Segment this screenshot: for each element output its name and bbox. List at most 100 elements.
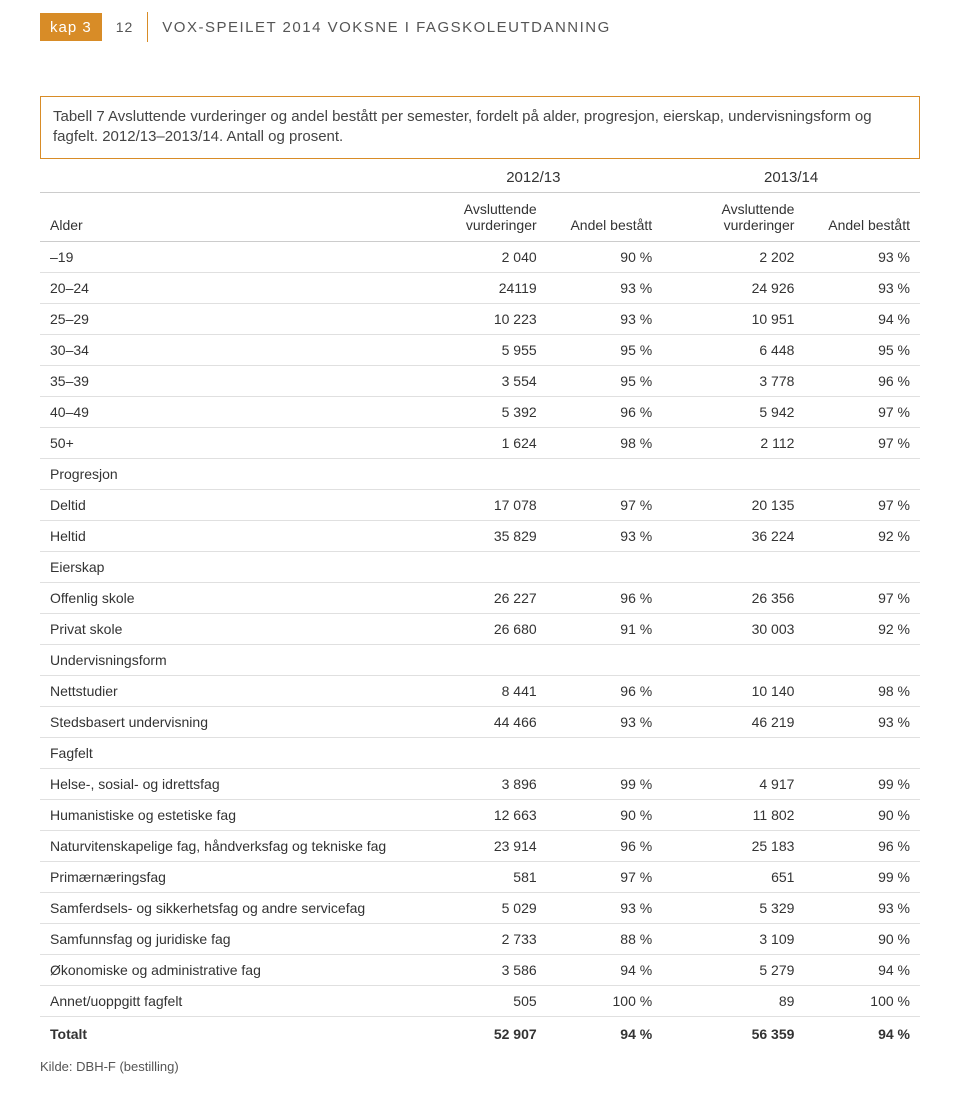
cell: 30 003 bbox=[662, 613, 804, 644]
cell: 96 % bbox=[547, 582, 663, 613]
cell: 95 % bbox=[804, 334, 920, 365]
cell: 3 778 bbox=[662, 365, 804, 396]
cell-empty bbox=[547, 551, 663, 582]
table-row: Eierskap bbox=[40, 551, 920, 582]
table-row: Undervisningsform bbox=[40, 644, 920, 675]
table-row: 50+1 62498 %2 11297 % bbox=[40, 427, 920, 458]
cell: 96 % bbox=[547, 396, 663, 427]
cell: 25 183 bbox=[662, 830, 804, 861]
page: kap 3 12 VOX-SPEILET 2014 VOKSNE I FAGSK… bbox=[0, 0, 960, 1114]
row-label: Samferdsels- og sikkerhetsfag og andre s… bbox=[40, 892, 404, 923]
cell: 581 bbox=[404, 861, 546, 892]
cell: 98 % bbox=[804, 675, 920, 706]
cell: 100 % bbox=[547, 985, 663, 1016]
cell-empty bbox=[804, 644, 920, 675]
cell: 505 bbox=[404, 985, 546, 1016]
cell: 97 % bbox=[804, 489, 920, 520]
row-label: 50+ bbox=[40, 427, 404, 458]
table-row: 25–2910 22393 %10 95194 % bbox=[40, 303, 920, 334]
cell: 94 % bbox=[547, 954, 663, 985]
table-row: Humanistiske og estetiske fag12 66390 %1… bbox=[40, 799, 920, 830]
row-label: 25–29 bbox=[40, 303, 404, 334]
table-subhead-row: Alder Avsluttende vurderinger Andel best… bbox=[40, 192, 920, 241]
cell-empty bbox=[804, 458, 920, 489]
cell: 95 % bbox=[547, 334, 663, 365]
table-row: Fagfelt bbox=[40, 737, 920, 768]
cell: 2 733 bbox=[404, 923, 546, 954]
table-caption: Tabell 7 Avsluttende vurderinger og ande… bbox=[40, 96, 920, 159]
cell: 56 359 bbox=[662, 1016, 804, 1051]
row-label: Nettstudier bbox=[40, 675, 404, 706]
row-label: Progresjon bbox=[40, 458, 404, 489]
row-label-header: Alder bbox=[40, 192, 404, 241]
cell: 10 140 bbox=[662, 675, 804, 706]
cell-empty bbox=[662, 737, 804, 768]
cell: 8 441 bbox=[404, 675, 546, 706]
cell: 5 942 bbox=[662, 396, 804, 427]
table-row: 30–345 95595 %6 44895 % bbox=[40, 334, 920, 365]
cell: 10 223 bbox=[404, 303, 546, 334]
cell-empty bbox=[662, 644, 804, 675]
table-row: Privat skole26 68091 %30 00392 % bbox=[40, 613, 920, 644]
cell: 99 % bbox=[547, 768, 663, 799]
cell: 93 % bbox=[547, 892, 663, 923]
cell: 12 663 bbox=[404, 799, 546, 830]
row-label: Samfunnsfag og juridiske fag bbox=[40, 923, 404, 954]
cell-empty bbox=[404, 644, 546, 675]
subhead-3: Avsluttende vurderinger bbox=[662, 192, 804, 241]
row-label: 20–24 bbox=[40, 272, 404, 303]
row-label: Fagfelt bbox=[40, 737, 404, 768]
cell: 93 % bbox=[804, 272, 920, 303]
row-label: Stedsbasert undervisning bbox=[40, 706, 404, 737]
cell: 5 955 bbox=[404, 334, 546, 365]
cell: 89 bbox=[662, 985, 804, 1016]
cell: 5 279 bbox=[662, 954, 804, 985]
table-row: Samferdsels- og sikkerhetsfag og andre s… bbox=[40, 892, 920, 923]
cell: 5 029 bbox=[404, 892, 546, 923]
row-label: 40–49 bbox=[40, 396, 404, 427]
cell: 92 % bbox=[804, 520, 920, 551]
row-label: Deltid bbox=[40, 489, 404, 520]
cell: 1 624 bbox=[404, 427, 546, 458]
cell-empty bbox=[662, 551, 804, 582]
cell: 94 % bbox=[547, 1016, 663, 1051]
row-label: 35–39 bbox=[40, 365, 404, 396]
table-row: Progresjon bbox=[40, 458, 920, 489]
table-row: 40–495 39296 %5 94297 % bbox=[40, 396, 920, 427]
table-row: Økonomiske og administrative fag3 58694 … bbox=[40, 954, 920, 985]
cell: 10 951 bbox=[662, 303, 804, 334]
table-row: Naturvitenskapelige fag, håndverksfag og… bbox=[40, 830, 920, 861]
cell: 98 % bbox=[547, 427, 663, 458]
cell: 3 586 bbox=[404, 954, 546, 985]
cell: 3 896 bbox=[404, 768, 546, 799]
cell: 93 % bbox=[547, 303, 663, 334]
table-row: Annet/uoppgitt fagfelt505100 %89100 % bbox=[40, 985, 920, 1016]
subhead-1: Avsluttende vurderinger bbox=[404, 192, 546, 241]
cell: 2 112 bbox=[662, 427, 804, 458]
table-row: Nettstudier8 44196 %10 14098 % bbox=[40, 675, 920, 706]
cell: 26 680 bbox=[404, 613, 546, 644]
cell: 96 % bbox=[547, 675, 663, 706]
cell: 94 % bbox=[804, 954, 920, 985]
row-label: Naturvitenskapelige fag, håndverksfag og… bbox=[40, 830, 404, 861]
table-row: 20–242411993 %24 92693 % bbox=[40, 272, 920, 303]
cell-empty bbox=[547, 737, 663, 768]
cell: 35 829 bbox=[404, 520, 546, 551]
cell: 23 914 bbox=[404, 830, 546, 861]
year-header-2: 2013/14 bbox=[662, 159, 920, 193]
cell: 3 554 bbox=[404, 365, 546, 396]
table-row: Samfunnsfag og juridiske fag2 73388 %3 1… bbox=[40, 923, 920, 954]
row-label: Undervisningsform bbox=[40, 644, 404, 675]
cell: 99 % bbox=[804, 768, 920, 799]
row-label: –19 bbox=[40, 241, 404, 272]
row-label: Privat skole bbox=[40, 613, 404, 644]
cell: 6 448 bbox=[662, 334, 804, 365]
data-table: 2012/13 2013/14 Alder Avsluttende vurder… bbox=[40, 159, 920, 1051]
running-title: VOX-SPEILET 2014 VOKSNE I FAGSKOLEUTDANN… bbox=[162, 19, 611, 36]
cell-empty bbox=[547, 644, 663, 675]
cell: 651 bbox=[662, 861, 804, 892]
cell: 4 917 bbox=[662, 768, 804, 799]
row-label: Heltid bbox=[40, 520, 404, 551]
table-body: –192 04090 %2 20293 %20–242411993 %24 92… bbox=[40, 241, 920, 1051]
cell: 91 % bbox=[547, 613, 663, 644]
